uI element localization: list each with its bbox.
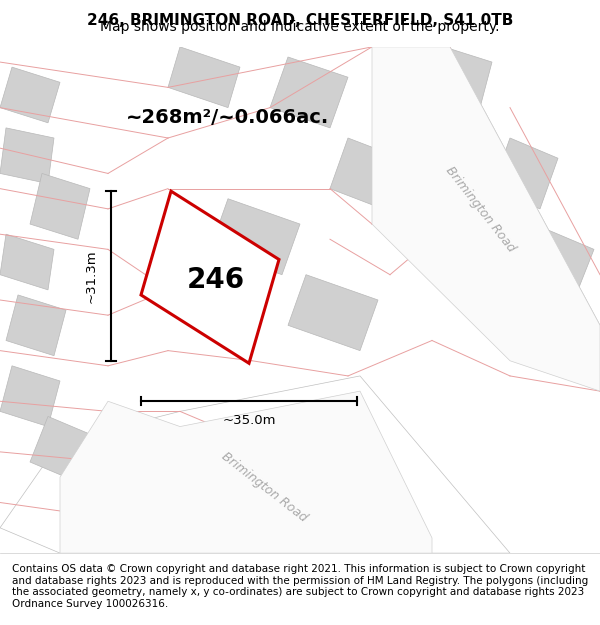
Polygon shape — [108, 442, 174, 512]
Polygon shape — [528, 229, 594, 295]
Text: Contains OS data © Crown copyright and database right 2021. This information is : Contains OS data © Crown copyright and d… — [12, 564, 588, 609]
Polygon shape — [30, 173, 90, 239]
Polygon shape — [6, 295, 66, 356]
Polygon shape — [0, 67, 60, 122]
Polygon shape — [0, 234, 54, 290]
Polygon shape — [30, 416, 96, 482]
Polygon shape — [270, 57, 348, 128]
Text: ~31.3m: ~31.3m — [85, 249, 98, 302]
Text: 246: 246 — [187, 266, 245, 294]
Polygon shape — [141, 191, 279, 363]
Polygon shape — [210, 199, 300, 275]
Text: ~268m²/~0.066ac.: ~268m²/~0.066ac. — [127, 108, 329, 127]
Polygon shape — [432, 47, 492, 108]
Text: Brimington Road: Brimington Road — [219, 450, 309, 524]
Polygon shape — [492, 138, 558, 209]
Text: ~35.0m: ~35.0m — [222, 414, 276, 427]
Text: 246, BRIMINGTON ROAD, CHESTERFIELD, S41 0TB: 246, BRIMINGTON ROAD, CHESTERFIELD, S41 … — [87, 13, 513, 28]
Polygon shape — [0, 376, 510, 553]
Polygon shape — [372, 47, 600, 391]
Polygon shape — [288, 275, 378, 351]
Polygon shape — [0, 128, 54, 184]
Polygon shape — [60, 391, 432, 553]
Polygon shape — [168, 47, 240, 108]
Polygon shape — [0, 366, 60, 426]
Polygon shape — [372, 47, 600, 391]
Text: Map shows position and indicative extent of the property.: Map shows position and indicative extent… — [100, 20, 500, 34]
Polygon shape — [330, 138, 414, 214]
Text: Brimington Road: Brimington Road — [443, 164, 517, 254]
